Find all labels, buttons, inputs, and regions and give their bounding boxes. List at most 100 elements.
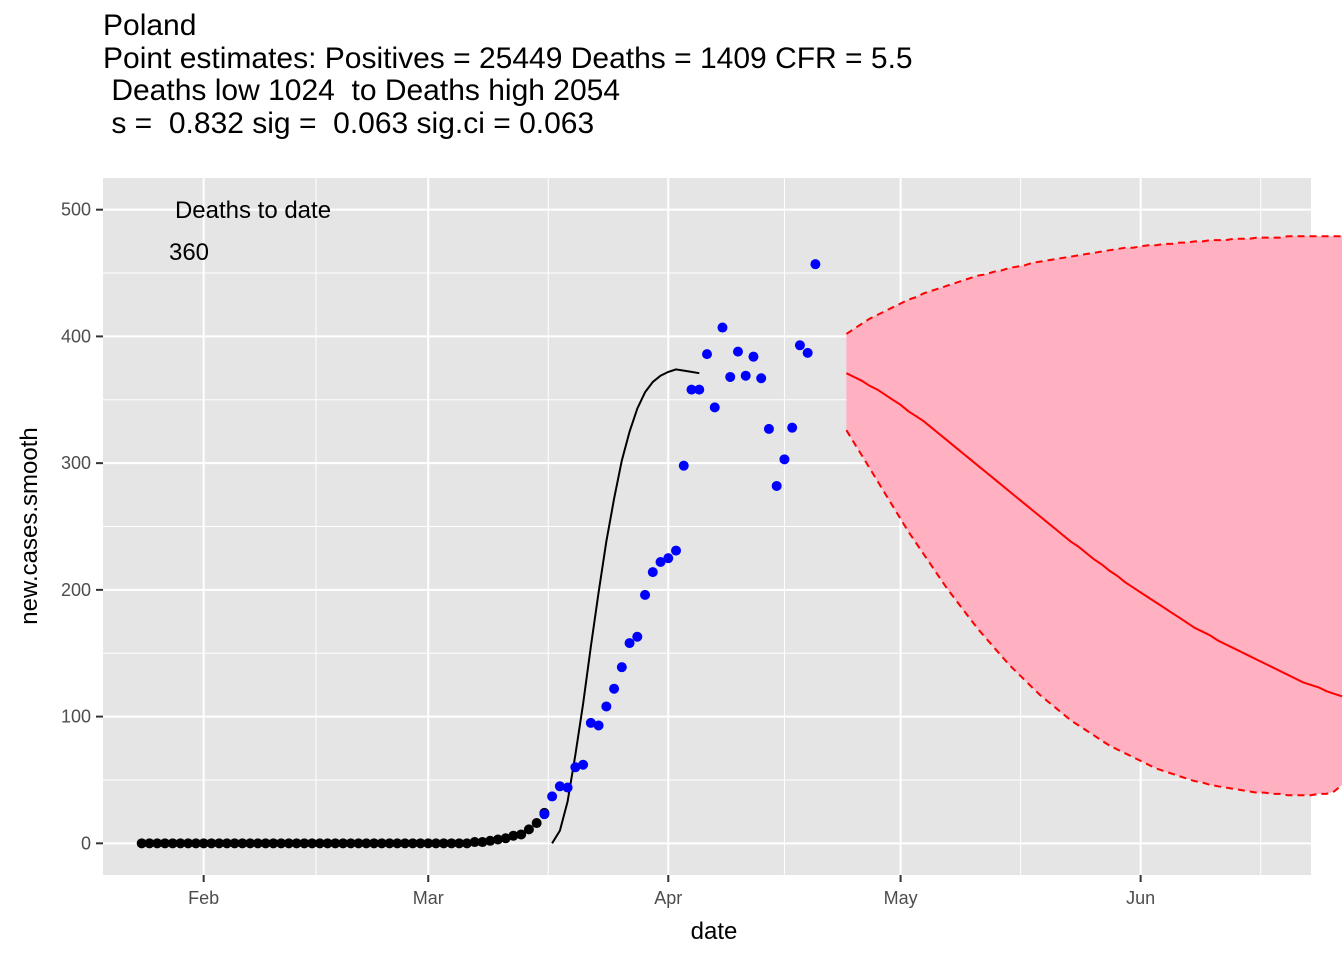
data-point-observed bbox=[593, 720, 604, 731]
data-point-early bbox=[415, 838, 426, 849]
data-point-early bbox=[384, 838, 395, 849]
data-point-early bbox=[307, 838, 318, 849]
data-point-early bbox=[523, 824, 534, 835]
data-point-observed bbox=[647, 567, 658, 578]
chart-subtitle-line-1: Point estimates: Positives = 25449 Death… bbox=[103, 41, 913, 75]
data-point-early bbox=[190, 838, 201, 849]
data-point-early bbox=[423, 838, 434, 849]
data-point-observed bbox=[771, 480, 782, 491]
data-point-early bbox=[376, 838, 387, 849]
data-point-early bbox=[400, 838, 410, 849]
chart-lines bbox=[551, 235, 1343, 844]
projection-band-area bbox=[846, 236, 1342, 796]
data-point-observed bbox=[787, 422, 798, 433]
data-point-early bbox=[206, 838, 217, 849]
data-point-early bbox=[322, 838, 333, 849]
data-point-observed bbox=[756, 373, 767, 384]
data-point-observed bbox=[709, 402, 720, 413]
data-point-observed bbox=[663, 553, 674, 564]
x-axis-title: date bbox=[691, 918, 738, 945]
chart-points bbox=[136, 259, 821, 849]
data-point-early bbox=[492, 834, 503, 845]
chart-titles: Poland Point estimates: Positives = 2544… bbox=[103, 9, 913, 140]
data-point-early bbox=[369, 838, 380, 849]
data-point-early bbox=[469, 837, 480, 848]
data-point-early bbox=[144, 838, 155, 849]
data-point-observed bbox=[655, 556, 666, 567]
y-tick-label: 300 bbox=[61, 453, 91, 473]
data-point-early bbox=[214, 838, 225, 849]
data-point-early bbox=[237, 838, 248, 849]
data-point-observed bbox=[624, 638, 635, 649]
data-point-observed bbox=[585, 717, 596, 728]
data-point-observed bbox=[562, 782, 573, 793]
chart-title: Poland bbox=[103, 9, 197, 42]
fit-line bbox=[551, 368, 700, 844]
data-point-observed bbox=[686, 384, 697, 395]
data-point-early bbox=[477, 837, 488, 848]
data-point-observed bbox=[632, 631, 643, 642]
data-point-early bbox=[407, 838, 418, 849]
data-point-early bbox=[260, 838, 271, 849]
data-point-early bbox=[198, 838, 209, 849]
y-tick-label: 400 bbox=[61, 326, 91, 346]
data-point-early bbox=[461, 838, 472, 849]
y-tick-label: 500 bbox=[61, 200, 91, 220]
data-point-early bbox=[345, 838, 356, 849]
data-point-early bbox=[485, 835, 496, 846]
data-point-early bbox=[500, 833, 511, 844]
data-point-early bbox=[299, 838, 310, 849]
chart-subtitle-line-2: Deaths low 1024 to Deaths high 2054 bbox=[103, 74, 621, 107]
chart-subtitle-line-3: s = 0.832 sig = 0.063 sig.ci = 0.063 bbox=[103, 106, 595, 140]
data-point-observed bbox=[740, 370, 751, 381]
data-point-observed bbox=[748, 351, 759, 362]
data-point-early bbox=[353, 838, 364, 849]
data-point-observed bbox=[547, 791, 558, 802]
data-point-observed bbox=[578, 759, 589, 770]
data-point-observed bbox=[802, 347, 813, 358]
projection-center-line bbox=[845, 372, 1343, 698]
data-point-observed bbox=[554, 781, 565, 792]
x-tick-label: May bbox=[884, 888, 918, 908]
y-axis-title: new.cases.smooth bbox=[16, 427, 43, 624]
data-point-early bbox=[245, 838, 256, 849]
data-point-observed bbox=[678, 460, 689, 471]
data-point-early bbox=[291, 838, 302, 849]
data-point-early bbox=[136, 838, 147, 849]
data-point-observed bbox=[570, 762, 581, 773]
y-tick-label: 0 bbox=[81, 833, 91, 853]
data-point-observed bbox=[810, 259, 821, 270]
x-axis: Feb Mar Apr May Jun bbox=[188, 875, 1155, 908]
data-point-early bbox=[508, 830, 519, 841]
y-tick-label: 100 bbox=[61, 707, 91, 727]
data-point-observed bbox=[671, 545, 682, 556]
data-point-early bbox=[392, 838, 403, 849]
data-point-early bbox=[531, 818, 542, 829]
data-point-observed bbox=[539, 809, 550, 820]
data-point-observed bbox=[779, 454, 790, 465]
data-point-observed bbox=[763, 423, 774, 434]
data-point-early bbox=[516, 829, 527, 840]
data-point-early bbox=[167, 838, 178, 849]
data-point-early bbox=[183, 838, 194, 849]
data-point-early bbox=[221, 838, 232, 849]
data-point-observed bbox=[702, 349, 712, 360]
data-point-early bbox=[454, 838, 465, 849]
data-point-observed bbox=[601, 701, 612, 712]
data-point-observed bbox=[694, 384, 705, 395]
projection-lower-line bbox=[845, 429, 1343, 797]
x-tick-label: Mar bbox=[413, 888, 444, 908]
y-tick-label: 200 bbox=[61, 580, 91, 600]
data-point-observed bbox=[640, 589, 651, 600]
data-point-early bbox=[361, 838, 372, 849]
data-point-early bbox=[314, 838, 325, 849]
data-point-early bbox=[175, 838, 186, 849]
data-point-observed bbox=[794, 340, 805, 351]
data-point-early bbox=[338, 838, 349, 849]
data-point-early bbox=[330, 838, 341, 849]
y-axis: 0 100 200 300 400 500 bbox=[61, 200, 103, 853]
data-point-early bbox=[430, 838, 441, 849]
data-point-observed bbox=[732, 346, 743, 357]
annotation-value: 360 bbox=[169, 239, 209, 266]
